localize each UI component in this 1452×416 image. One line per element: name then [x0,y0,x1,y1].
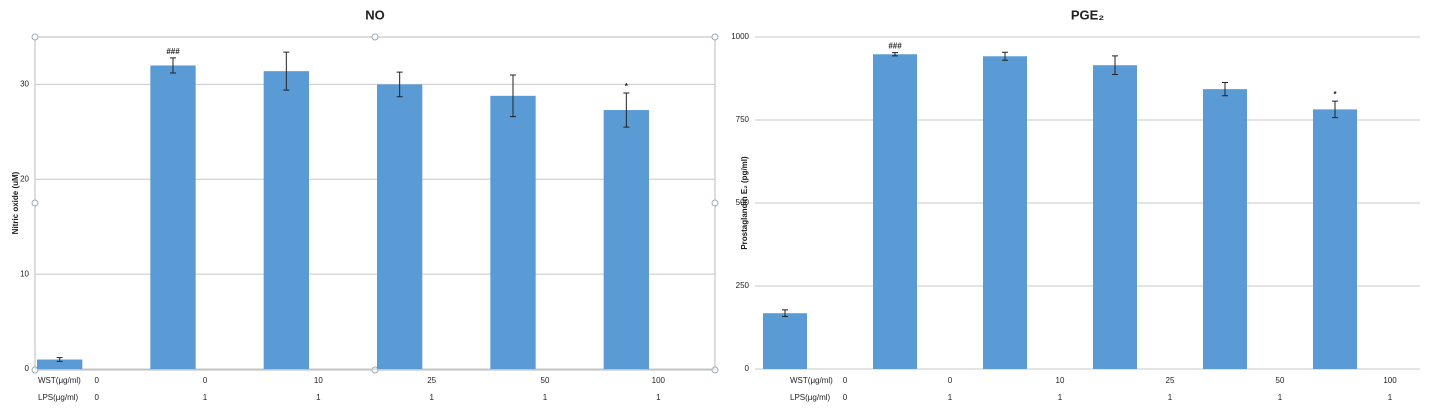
x-tick-label: 0 [94,393,99,402]
x-row-label: WST(μg/ml) [38,376,81,385]
error-bar [1002,51,1008,61]
y-tick-label: 0 [25,364,30,373]
x-tick-label: 1 [543,393,548,402]
x-tick-label: 100 [652,376,666,385]
error-bar [1332,100,1338,119]
bar-annotation: * [1333,90,1337,99]
error-bar [1112,55,1118,76]
y-tick-label: 20 [20,174,29,183]
bar [490,95,536,369]
x-tick-label: 1 [203,393,208,402]
y-tick-label: 250 [736,281,750,290]
bar [873,54,917,369]
x-tick-label: 50 [1276,376,1285,385]
y-tick-label: 750 [736,115,750,124]
bar [263,71,309,370]
error-bar [510,74,516,118]
error-bar [396,71,403,98]
error-bar [1222,81,1228,97]
x-tick-label: 1 [429,393,434,402]
y-tick-label: 1000 [731,32,749,41]
bar [150,65,196,369]
y-tick-label: 10 [20,269,29,278]
x-tick-label: 1 [656,393,661,402]
error-bar [892,52,898,57]
x-tick-label: 25 [427,376,436,385]
x-row-label: LPS(μg/ml) [790,393,831,402]
x-tick-label: 1 [1168,393,1173,402]
bar [377,84,423,369]
x-tick-label: 1 [1278,393,1283,402]
x-row-label: LPS(μg/ml) [38,393,79,402]
x-tick-label: 0 [948,376,953,385]
bar [983,56,1027,369]
chart-title: NO [365,7,385,22]
x-tick-label: 1 [1388,393,1393,402]
x-row-label: WST(μg/ml) [790,376,833,385]
x-tick-label: 1 [948,393,953,402]
x-tick-label: 50 [541,376,550,385]
bar [603,110,649,369]
x-tick-label: 0 [843,393,848,402]
x-tick-label: 0 [843,376,848,385]
y-tick-label: 0 [745,364,750,373]
x-tick-label: 0 [94,376,99,385]
error-bar [56,357,63,362]
x-tick-label: 1 [1058,393,1063,402]
bar-annotation: ### [166,47,180,56]
bar [1203,89,1247,370]
x-tick-label: 10 [1056,376,1065,385]
y-axis-label: Prostaglandin E₂ (pg/ml) [740,156,749,250]
y-axis-label: Nitric oxide (uM) [11,171,20,234]
error-bar [623,92,630,128]
chart-title: PGE₂ [1071,7,1104,22]
error-bar [170,57,176,74]
x-tick-label: 10 [314,376,323,385]
x-tick-label: 1 [316,393,321,402]
bar [1313,109,1357,369]
y-tick-label: 30 [20,80,29,89]
x-tick-label: 25 [1166,376,1175,385]
error-bar [283,51,290,91]
y-tick-label: 500 [736,198,750,207]
bar [763,313,807,369]
x-tick-label: 0 [203,376,208,385]
bar-annotation: ### [888,42,902,51]
bar [37,359,83,369]
error-bar [782,309,788,318]
x-tick-label: 100 [1383,376,1397,385]
bar-annotation: * [625,82,629,91]
bar [1093,65,1137,369]
